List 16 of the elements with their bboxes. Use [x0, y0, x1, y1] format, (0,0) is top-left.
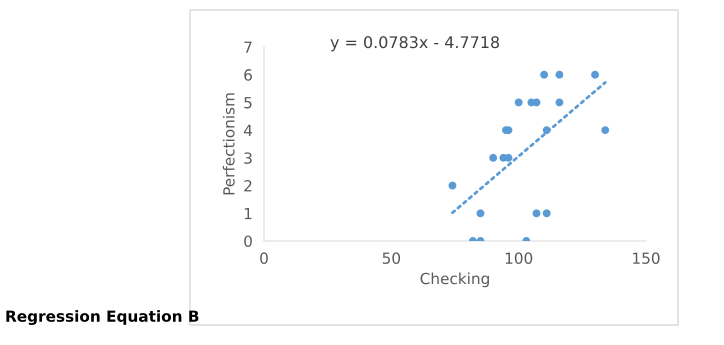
y-tick-label: 7	[244, 42, 252, 53]
y-tick-label: 3	[244, 152, 252, 164]
annotation: y = 0.0783x - 4.7718	[330, 36, 500, 52]
y-tick-label: 5	[244, 97, 252, 108]
y-tick-label: 2	[244, 180, 252, 192]
x-tick-label: 150	[633, 252, 660, 264]
x-axis-title: Checking	[420, 272, 489, 288]
y-tick-label: 4	[244, 124, 252, 136]
y-axis-title: Perfectionism	[222, 93, 235, 194]
x-tick-label: 100	[506, 252, 532, 264]
y-tick-label: 0	[244, 235, 252, 248]
y-tick-label: 1	[244, 208, 252, 220]
x-tick-label: 0	[260, 252, 268, 264]
y-tick-label: 6	[244, 69, 252, 81]
x-tick-label: 50	[382, 252, 400, 264]
text: Regression Equation B	[6, 310, 198, 325]
